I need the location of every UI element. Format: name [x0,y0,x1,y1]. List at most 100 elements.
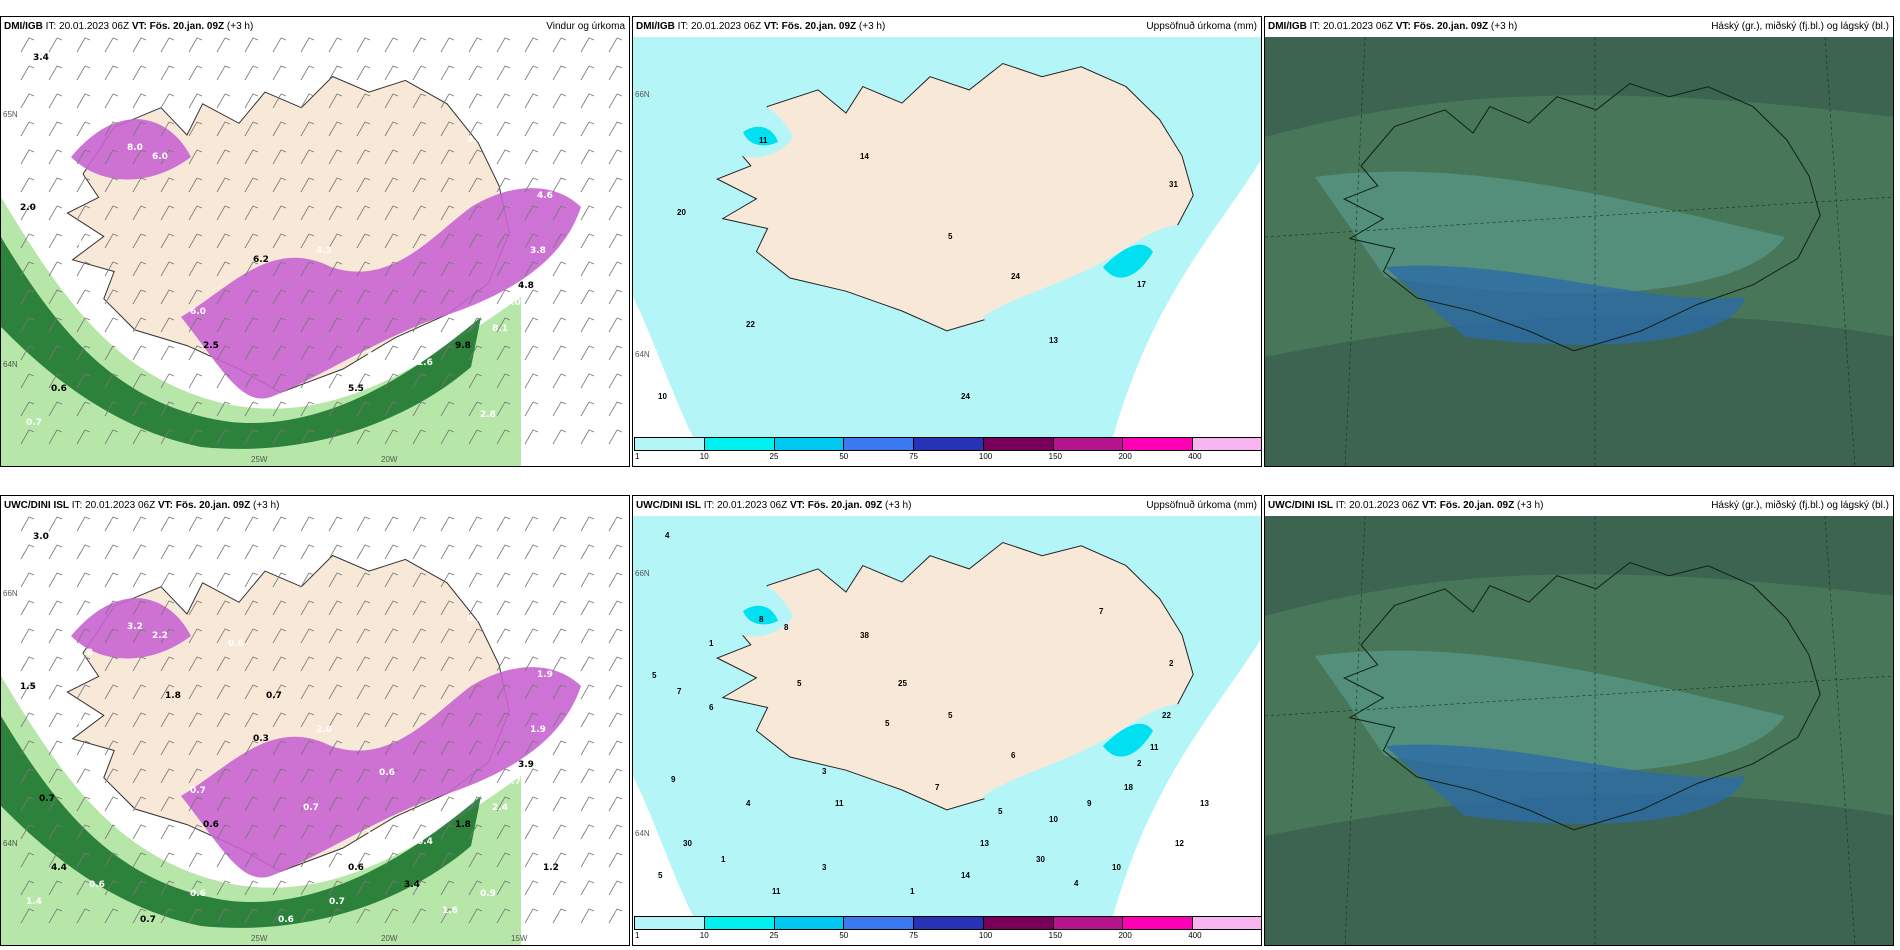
wind-barb [580,289,595,305]
wind-barb [356,373,371,389]
wind-barb [300,656,315,672]
precip-amount-label: 11 [835,799,844,808]
precip-value-label: 0.6 [51,384,67,394]
wind-barb [580,516,595,532]
wind-barb [384,429,399,445]
wind-barb [20,177,35,193]
wind-barb [160,740,175,756]
panel-title: Uppsöfnuð úrkoma (mm) [1146,500,1257,511]
wind-barb [384,684,399,700]
valid-time: Fös. 20.jan. 09Z [149,21,225,32]
wind-barb [580,233,595,249]
wind-barb [328,880,343,896]
accumulated-precip-map: 11 20 5 31 17 13 22 10 24 14 24 66N 64N [633,37,1261,437]
graticule-label: 64N [635,829,650,838]
source-label: UWC/DINI ISL [636,500,701,511]
wind-barb [356,233,371,249]
panel-header: UWC/DINI ISL IT: 20.01.2023 06Z VT: Fös.… [1265,496,1893,516]
wind-barb [160,373,175,389]
issue-prefix: IT: [45,21,57,32]
wind-barb [160,656,175,672]
wind-barb [48,233,63,249]
wind-barb [20,656,35,672]
wind-barb [552,908,567,924]
precip-value-label: 2.8 [480,410,496,420]
precip-amount-label: 30 [683,839,692,848]
panel-title: Vindur og úrkoma [546,21,625,32]
wind-barb [104,261,119,277]
wind-barb [48,628,63,644]
precip-amount-label: 5 [998,807,1003,816]
wind-barb [272,261,287,277]
precip-amount-label: 13 [1049,336,1058,345]
wind-barb [384,572,399,588]
wind-barb [440,121,455,137]
colorbar-tick-label: 50 [839,452,849,461]
wind-barb [524,908,539,924]
wind-barb [356,684,371,700]
low-cloud-area [1385,744,1745,824]
wind-barb [412,544,427,560]
wind-barb [104,740,119,756]
wind-barb [440,768,455,784]
wind-barb [244,205,259,221]
wind-barb [608,261,623,277]
wind-barb [468,261,483,277]
precip-green-dark [1,237,481,449]
wind-barb [608,852,623,868]
wind-barb [104,852,119,868]
wind-barb [524,345,539,361]
wind-barb [188,177,203,193]
wind-barb [580,373,595,389]
wind-barb [496,656,511,672]
wind-barb [104,880,119,896]
wind-barb [412,401,427,417]
wind-barb [524,544,539,560]
wind-barb [552,401,567,417]
wind-barb [468,149,483,165]
colorbar-tick-label: 400 [1188,931,1202,940]
precip-amount-label: 8 [759,615,764,624]
valid-prefix: VT: [789,500,805,511]
wind-barb [328,93,343,109]
wind-barb [524,205,539,221]
wind-barb [608,768,623,784]
precip-amount-label: 4 [1074,879,1079,888]
wind-barb [300,796,315,812]
precip-value-label: 1.9 [114,341,130,351]
wind-barb [20,628,35,644]
wind-barb [524,824,539,840]
wind-barb [440,93,455,109]
wind-barb [272,628,287,644]
wind-barb [384,205,399,221]
wind-barb [440,824,455,840]
wind-barb [132,768,147,784]
wind-barb [76,373,91,389]
wind-barb [216,712,231,728]
wind-barb [188,684,203,700]
wind-barb [20,205,35,221]
lead-time: (+3 h) [858,21,886,32]
precip-value-label: 0.7 [190,786,206,796]
wind-barb [524,572,539,588]
precip-value-label: 1.9 [530,725,546,735]
wind-barb [48,261,63,277]
wind-barb [160,824,175,840]
wind-barb [580,572,595,588]
wind-barb [244,600,259,616]
wind-barb [160,345,175,361]
wind-barb [132,317,147,333]
precip-green-dark [1,716,481,928]
colorbar-tick-label: 1 [635,452,640,461]
colorbar-tick-label: 1 [635,931,640,940]
wind-barb [48,656,63,672]
wind-barb [384,37,399,53]
wind-barb [188,768,203,784]
precip-colorbar: 1 10 25 50 75 100 150 200 400 [634,437,1261,465]
wind-barb [356,572,371,588]
wind-barb [48,740,63,756]
wind-barb [608,289,623,305]
precip-amount-label: 11 [759,136,768,145]
wind-barb [160,149,175,165]
wind-barb [384,177,399,193]
